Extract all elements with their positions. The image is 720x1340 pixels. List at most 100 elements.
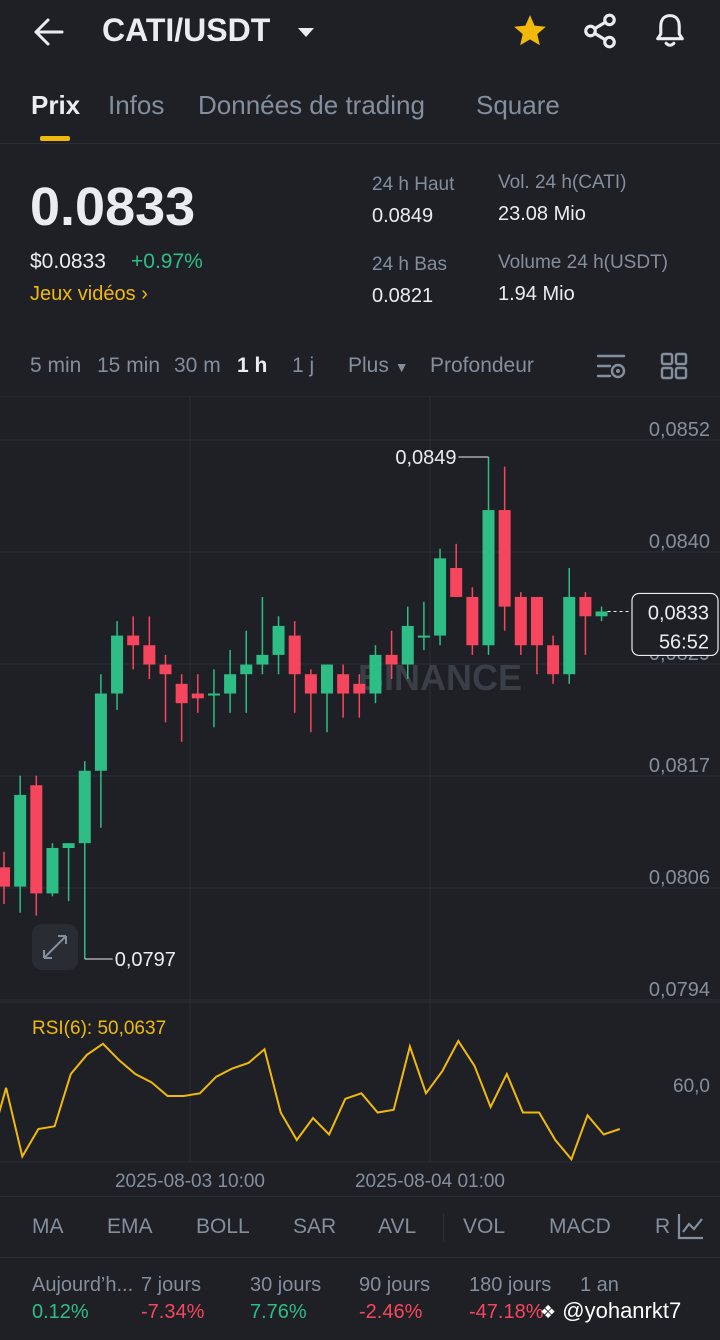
candle-body: [563, 596, 576, 675]
chevron-right-icon: ›: [141, 283, 148, 305]
watermark-user: @yohanrkt7: [562, 1298, 682, 1323]
perf-value-90d: -2.46%: [359, 1301, 423, 1323]
indicator-rsi[interactable]: R: [655, 1215, 671, 1238]
rsi-label: RSI(6): 50,0637: [32, 1018, 166, 1039]
y-tick-label: 0,0840: [649, 531, 710, 553]
tab-infos[interactable]: Infos: [108, 90, 165, 120]
candle-body: [385, 654, 398, 665]
candle-body: [94, 693, 107, 771]
indicator-macd[interactable]: MACD: [549, 1215, 611, 1238]
y-tick-label: 0,0806: [649, 867, 710, 889]
current-price-tag: [631, 592, 719, 657]
indicator-divider: [443, 1213, 444, 1241]
chart-settings-icon[interactable]: [596, 352, 628, 382]
indicator-bar: MA EMA BOLL SAR AVL VOL MACD R: [0, 1196, 720, 1258]
candle-body: [434, 558, 447, 636]
x-tick-label: 2025-08-04 01:00: [355, 1171, 505, 1192]
vol-base-label: Vol. 24 h(CATI): [498, 172, 627, 193]
tab-prix[interactable]: Prix: [31, 90, 81, 120]
perf-label-today: Aujourd’h...: [32, 1274, 134, 1296]
interval-more[interactable]: Plus ▼: [348, 354, 409, 378]
x-axis-labels: 2025-08-03 10:00 2025-08-04 01:00: [115, 1171, 505, 1192]
header-bar: CATI/USDT: [0, 0, 720, 64]
candle-body: [547, 645, 560, 675]
tab-trading-data[interactable]: Données de trading: [198, 90, 425, 120]
price-usd: $0.0833: [30, 250, 106, 273]
star-favorite-icon[interactable]: [511, 12, 549, 50]
vol-base-value: 23.08 Mio: [498, 203, 586, 225]
interval-5min[interactable]: 5 min: [30, 354, 82, 377]
indicator-boll[interactable]: BOLL: [196, 1215, 250, 1238]
indicator-chart-icon[interactable]: [676, 1211, 706, 1241]
indicator-vol[interactable]: VOL: [463, 1215, 506, 1238]
low-label: 24 h Bas: [372, 254, 447, 275]
candle-body: [466, 596, 479, 646]
candle-body: [78, 770, 91, 844]
countdown-timer: 56:52: [659, 631, 709, 653]
rsi-line: [0, 1039, 621, 1162]
depth-toggle[interactable]: Profondeur: [430, 354, 534, 377]
indicator-sar[interactable]: SAR: [293, 1215, 337, 1238]
high-value: 0.0849: [372, 205, 434, 227]
perf-value-180d: -47.18%: [469, 1301, 544, 1323]
indicator-avl[interactable]: AVL: [378, 1215, 417, 1238]
interval-bar: 5 min 15 min 30 m 1 h 1 j Plus ▼ Profond…: [0, 352, 720, 386]
candle-body: [369, 654, 382, 694]
candle-body: [62, 843, 75, 848]
perf-label-7d: 7 jours: [141, 1274, 202, 1296]
grid-layout-icon[interactable]: [660, 352, 688, 382]
vol-quote-value: 1.94 Mio: [498, 283, 575, 305]
share-icon[interactable]: [581, 12, 619, 50]
candle-body: [337, 674, 350, 694]
perf-value-7d: -7.34%: [141, 1301, 205, 1323]
last-price: 0.0833: [30, 177, 196, 237]
chart-annotations: 0,0849 0,0797 0,0833 56:52: [84, 447, 719, 971]
bell-alert-icon[interactable]: [651, 11, 689, 51]
chart-grid: [0, 396, 720, 1163]
top-tab-bar: Prix Infos Données de trading Square: [0, 80, 720, 144]
indicator-ema[interactable]: EMA: [107, 1215, 153, 1238]
caret-down-icon[interactable]: [296, 26, 316, 40]
candle-body: [304, 674, 317, 694]
category-link[interactable]: Jeux vidéos ›: [30, 283, 148, 306]
interval-1j[interactable]: 1 j: [292, 354, 315, 377]
chart-watermark: BINANCE: [358, 657, 522, 698]
interval-30m[interactable]: 30 m: [174, 354, 221, 377]
vol-quote-label: Volume 24 h(USDT): [498, 252, 669, 273]
low-value: 0.0821: [372, 285, 434, 307]
candle-body: [159, 664, 172, 675]
y-tick-label: 0,0817: [649, 755, 710, 777]
candle-body: [321, 664, 333, 694]
candle-body: [30, 785, 43, 894]
high-marker-label: 0,0849: [395, 447, 456, 469]
candle-body: [450, 568, 463, 597]
interval-15min[interactable]: 15 min: [97, 354, 161, 377]
tab-square[interactable]: Square: [476, 90, 560, 120]
candle-body: [256, 654, 269, 665]
rsi-panel: RSI(6): 50,0637 60,0: [0, 1018, 710, 1162]
perf-label-90d: 90 jours: [359, 1274, 431, 1296]
caret-down-icon: ▼: [394, 359, 409, 375]
price-chart[interactable]: BINANCE 0,08520,08400,08290,08170,08060,…: [0, 396, 720, 1196]
candle-body: [143, 645, 156, 665]
candle-body: [46, 848, 59, 894]
candle-body: [191, 693, 204, 699]
rsi-level-label: 60,0: [673, 1076, 710, 1097]
pair-title[interactable]: CATI/USDT: [102, 12, 271, 48]
candle-body: [482, 510, 495, 646]
price-change-percent: +0.97%: [131, 250, 203, 273]
perf-value-today: 0.12%: [32, 1301, 89, 1323]
candle-body: [353, 683, 366, 694]
indicator-ma[interactable]: MA: [32, 1215, 64, 1238]
interval-1h[interactable]: 1 h: [237, 354, 268, 377]
candle-body: [401, 625, 414, 665]
back-arrow-icon[interactable]: [32, 16, 66, 48]
candlestick-series: [0, 456, 608, 960]
low-marker-label: 0,0797: [115, 949, 176, 971]
candle-body: [0, 867, 10, 887]
candle-body: [127, 635, 140, 646]
high-label: 24 h Haut: [372, 174, 455, 195]
candle-body: [417, 635, 430, 638]
candle-body: [530, 596, 543, 646]
